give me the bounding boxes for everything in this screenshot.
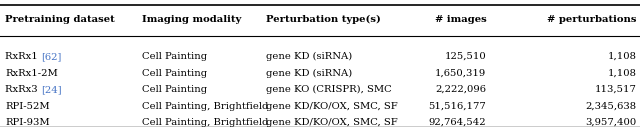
Text: # images: # images [435, 15, 486, 24]
Text: 113,517: 113,517 [595, 85, 637, 94]
Text: [62]: [62] [41, 52, 61, 61]
Text: Pretraining dataset: Pretraining dataset [5, 15, 115, 24]
Text: Imaging modality: Imaging modality [142, 15, 241, 24]
Text: Cell Painting, Brightfield: Cell Painting, Brightfield [142, 118, 268, 127]
Text: RPI-93M: RPI-93M [5, 118, 50, 127]
Text: 1,650,319: 1,650,319 [435, 69, 486, 78]
Text: Perturbation type(s): Perturbation type(s) [266, 15, 380, 24]
Text: RPI-52M: RPI-52M [5, 102, 50, 111]
Text: RxRx1: RxRx1 [5, 52, 41, 61]
Text: 92,764,542: 92,764,542 [429, 118, 486, 127]
Text: 1,108: 1,108 [608, 69, 637, 78]
Text: RxRx1-2M: RxRx1-2M [5, 69, 58, 78]
Text: Cell Painting: Cell Painting [142, 52, 207, 61]
Text: 2,345,638: 2,345,638 [586, 102, 637, 111]
Text: 125,510: 125,510 [445, 52, 486, 61]
Text: gene KD (siRNA): gene KD (siRNA) [266, 52, 352, 61]
Text: gene KD/KO/OX, SMC, SF: gene KD/KO/OX, SMC, SF [266, 102, 397, 111]
Text: gene KD/KO/OX, SMC, SF: gene KD/KO/OX, SMC, SF [266, 118, 397, 127]
Text: Cell Painting: Cell Painting [142, 69, 207, 78]
Text: 2,222,096: 2,222,096 [435, 85, 486, 94]
Text: [24]: [24] [41, 85, 61, 94]
Text: RxRx3: RxRx3 [5, 85, 41, 94]
Text: # perturbations: # perturbations [547, 15, 637, 24]
Text: 3,957,400: 3,957,400 [586, 118, 637, 127]
Text: gene KD (siRNA): gene KD (siRNA) [266, 69, 352, 78]
Text: 51,516,177: 51,516,177 [429, 102, 486, 111]
Text: Cell Painting: Cell Painting [142, 85, 207, 94]
Text: gene KO (CRISPR), SMC: gene KO (CRISPR), SMC [266, 85, 391, 94]
Text: Cell Painting, Brightfield: Cell Painting, Brightfield [142, 102, 268, 111]
Text: 1,108: 1,108 [608, 52, 637, 61]
